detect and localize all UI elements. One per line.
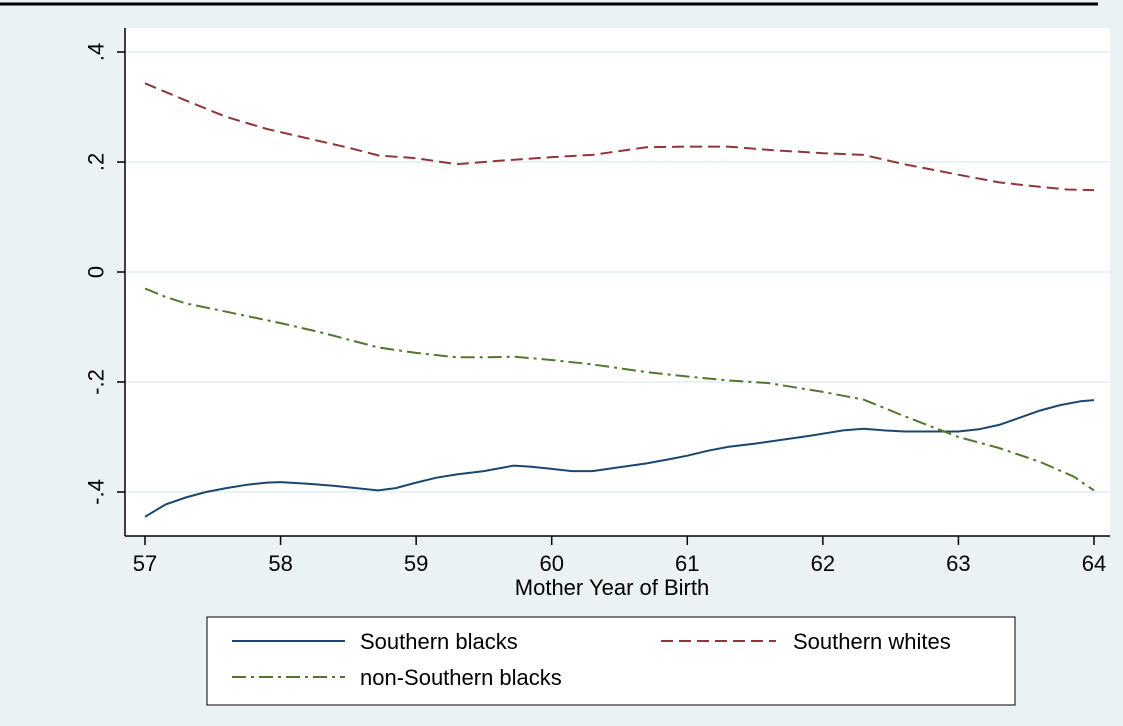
x-tick-label: 58	[268, 551, 292, 576]
x-axis-label: Mother Year of Birth	[515, 575, 709, 600]
y-tick-label: 0	[84, 266, 109, 278]
y-tick-label: .4	[84, 43, 109, 61]
x-tick-label: 59	[404, 551, 428, 576]
y-axis-ticks: -.4 -.2 0 .2 .4	[84, 43, 125, 505]
series-non-southern-blacks-line	[144, 287, 1095, 492]
grid-lines	[126, 51, 1110, 493]
legend-label-southern-whites: Southern whites	[793, 629, 951, 654]
x-tick-label: 60	[539, 551, 563, 576]
legend-box	[206, 616, 1016, 706]
x-tick-label: 57	[133, 551, 157, 576]
series-layer	[144, 82, 1095, 518]
y-tick-label: -.4	[84, 479, 109, 505]
plot-area	[125, 28, 1110, 536]
y-tick-label: -.2	[84, 369, 109, 395]
x-axis-ticks: 57 58 59 60 61 62 63 64	[133, 536, 1106, 576]
x-tick-label: 61	[675, 551, 699, 576]
series-southern-whites-line	[144, 82, 1095, 192]
y-tick-label: .2	[84, 153, 109, 171]
x-tick-label: 64	[1082, 551, 1106, 576]
legend-label-southern-blacks: Southern blacks	[360, 629, 518, 654]
x-tick-label: 63	[946, 551, 970, 576]
x-tick-label: 62	[811, 551, 835, 576]
legend-label-non-southern-blacks: non-Southern blacks	[360, 665, 562, 690]
series-southern-blacks-line	[144, 399, 1095, 518]
legend: Southern blacks Southern whites non-Sout…	[206, 616, 1016, 706]
